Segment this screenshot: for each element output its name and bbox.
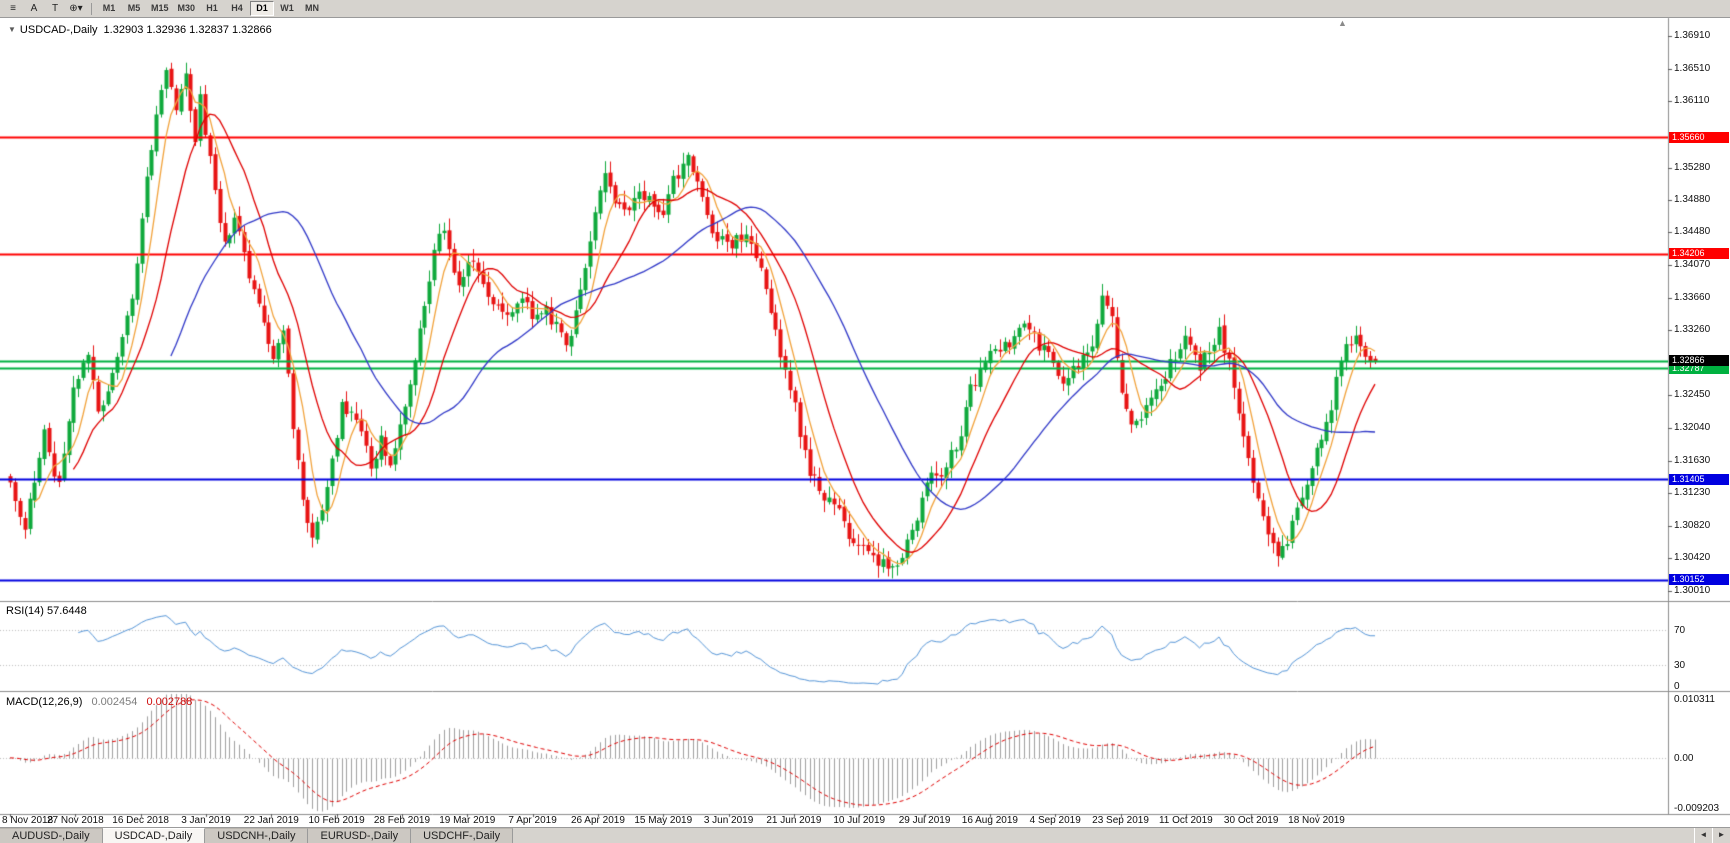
price-axis-tick: 1.36110	[1674, 94, 1710, 106]
time-axis-label: 8 Nov 2018	[2, 815, 54, 826]
timeframe-button-h1[interactable]: H1	[200, 1, 225, 16]
time-axis-label: 28 Feb 2019	[373, 815, 431, 826]
toolbar-icons: ≡ A T ⊕▾	[3, 1, 86, 16]
time-axis-label: 23 Sep 2019	[1092, 815, 1149, 826]
time-axis-label: 16 Aug 2019	[961, 815, 1018, 826]
macd-axis-label: 0.00	[1674, 752, 1694, 764]
rsi-axis-label: 70	[1674, 625, 1686, 637]
macd-signal-value: 0.002788	[146, 696, 193, 708]
price-axis[interactable]: 1.36910 1.36510 1.36110 1.35280 1.34880 1.344…	[1668, 18, 1730, 814]
hline-price-tag: 1.35660	[1669, 131, 1729, 143]
hline-price-tag: 1.31405	[1669, 473, 1729, 485]
chart-tab-audusd[interactable]: AUDUSD-,Daily	[0, 828, 103, 843]
macd-main-value: 0.002454	[91, 696, 138, 708]
price-axis-tick: 1.30820	[1674, 520, 1711, 532]
timeframe-button-m15[interactable]: M15	[147, 1, 173, 16]
annotation-a-icon[interactable]: A	[24, 1, 44, 16]
time-axis-label: 26 Apr 2019	[570, 815, 625, 826]
timeframe-button-m1[interactable]: M1	[97, 1, 121, 16]
time-axis-label: 27 Nov 2018	[46, 815, 104, 826]
time-axis-label: 7 Apr 2019	[508, 815, 557, 826]
chart-tab-usdcnh[interactable]: USDCNH-,Daily	[205, 828, 309, 843]
macd-panel-label: MACD(12,26,9) 0.002454 0.002788	[6, 696, 192, 708]
chart-tab-bar: AUDUSD-,Daily USDCAD-,Daily USDCNH-,Daily E…	[0, 827, 1730, 843]
hline-price-tag: 1.34206	[1669, 248, 1729, 260]
time-axis[interactable]: 8 Nov 2018 27 Nov 2018 16 Dec 2018 3 Jan 20…	[0, 814, 1668, 827]
chart-header: ▼ USDCAD-,Daily 1.32903 1.32936 1.32837 1.…	[8, 24, 272, 36]
time-axis-label: 3 Jan 2019	[181, 815, 231, 826]
timeframe-button-d1[interactable]: D1	[250, 1, 275, 16]
price-axis-tick: 1.36510	[1674, 62, 1711, 74]
time-axis-label: 21 Jun 2019	[766, 815, 822, 826]
timeframe-button-h4[interactable]: H4	[225, 1, 250, 16]
time-axis-label: 16 Dec 2018	[112, 815, 169, 826]
price-axis-tick: 1.34070	[1674, 258, 1711, 270]
cursor-tools-icon[interactable]: ⊕▾	[66, 1, 86, 16]
hline-price-tag: 1.32787	[1669, 362, 1729, 374]
time-axis-label: 11 Oct 2019	[1158, 815, 1213, 826]
price-axis-tick: 1.32040	[1674, 422, 1711, 434]
tab-scroll-buttons: ◄ ►	[1694, 828, 1730, 843]
timeframe-button-w1[interactable]: W1	[275, 1, 300, 16]
price-axis-tick: 1.30010	[1674, 585, 1711, 597]
timeframe-button-m5[interactable]: M5	[122, 1, 146, 16]
chart-shift-marker[interactable]: ▲	[1338, 18, 1347, 28]
toolbar-separator	[91, 2, 92, 15]
price-axis-tick: 1.33260	[1674, 324, 1711, 335]
time-axis-label: 22 Jan 2019	[243, 815, 299, 826]
price-axis-tick: 1.32450	[1674, 389, 1711, 401]
tab-bar-spacer	[513, 828, 1694, 843]
price-axis-tick: 1.33660	[1674, 291, 1711, 303]
price-axis-tick: 1.30420	[1674, 552, 1711, 564]
macd-axis-label: -0.009203	[1674, 803, 1720, 814]
time-axis-label: 15 May 2019	[634, 815, 693, 826]
annotation-t-icon[interactable]: T	[45, 1, 65, 16]
rsi-label: RSI(14)	[6, 605, 44, 617]
hline-price-tag: 1.30152	[1669, 574, 1729, 586]
current-price-tag: 1.32866	[1669, 355, 1729, 367]
chart-tab-eurusd[interactable]: EURUSD-,Daily	[308, 828, 412, 843]
time-axis-label: 3 Jun 2019	[703, 815, 754, 826]
time-axis-label: 18 Nov 2019	[1288, 815, 1345, 826]
rsi-axis-label: 0	[1674, 681, 1680, 692]
time-axis-label: 10 Jul 2019	[833, 815, 886, 826]
time-axis-label: 4 Sep 2019	[1029, 815, 1081, 826]
timeframe-button-m30[interactable]: M30	[173, 1, 200, 16]
timeframe-button-mn[interactable]: MN	[300, 1, 325, 16]
chart-ohlc-quotes: 1.32903 1.32936 1.32837 1.32866	[103, 24, 272, 36]
rsi-panel-label: RSI(14) 57.6448	[6, 605, 87, 617]
tabs-container: AUDUSD-,Daily USDCAD-,Daily USDCNH-,Daily E…	[0, 828, 514, 843]
macd-label: MACD(12,26,9)	[6, 696, 83, 708]
symbol-dropdown-icon[interactable]: ▼	[8, 25, 16, 34]
timeframe-toolbar: M1 M5 M15 M30 H1 H4 D1 W1 MN	[97, 1, 325, 16]
time-axis-label: 19 Mar 2019	[439, 815, 496, 826]
price-axis-tick: 1.34480	[1674, 225, 1711, 237]
macd-axis-label: 0.010311	[1674, 694, 1715, 706]
price-axis-tick: 1.31230	[1674, 487, 1711, 499]
price-axis-tick: 1.31630	[1674, 455, 1711, 467]
price-axis-tick: 1.34880	[1674, 193, 1711, 205]
rsi-axis-label: 30	[1674, 659, 1686, 671]
chart-tab-usdchf[interactable]: USDCHF-,Daily	[411, 828, 514, 843]
time-axis-label: 30 Oct 2019	[1223, 815, 1279, 826]
chart-tab-usdcad[interactable]: USDCAD-,Daily	[102, 828, 206, 843]
time-axis-label: 10 Feb 2019	[308, 815, 365, 826]
time-axis-label: 29 Jul 2019	[898, 815, 951, 826]
rsi-value: 57.6448	[46, 605, 87, 617]
price-axis-tick: 1.35280	[1674, 161, 1711, 173]
price-axis-tick: 1.36910	[1674, 30, 1711, 42]
top-toolbar: ≡ A T ⊕▾ M1 M5 M15 M30 H1 H4 D1 W1 MN	[0, 0, 1730, 18]
tab-scroll-left-icon[interactable]: ◄	[1694, 828, 1712, 843]
chart-list-icon[interactable]: ≡	[3, 1, 23, 16]
chart-symbol-label: USDCAD-,Daily	[19, 24, 98, 36]
tab-scroll-right-icon[interactable]: ►	[1712, 828, 1730, 843]
